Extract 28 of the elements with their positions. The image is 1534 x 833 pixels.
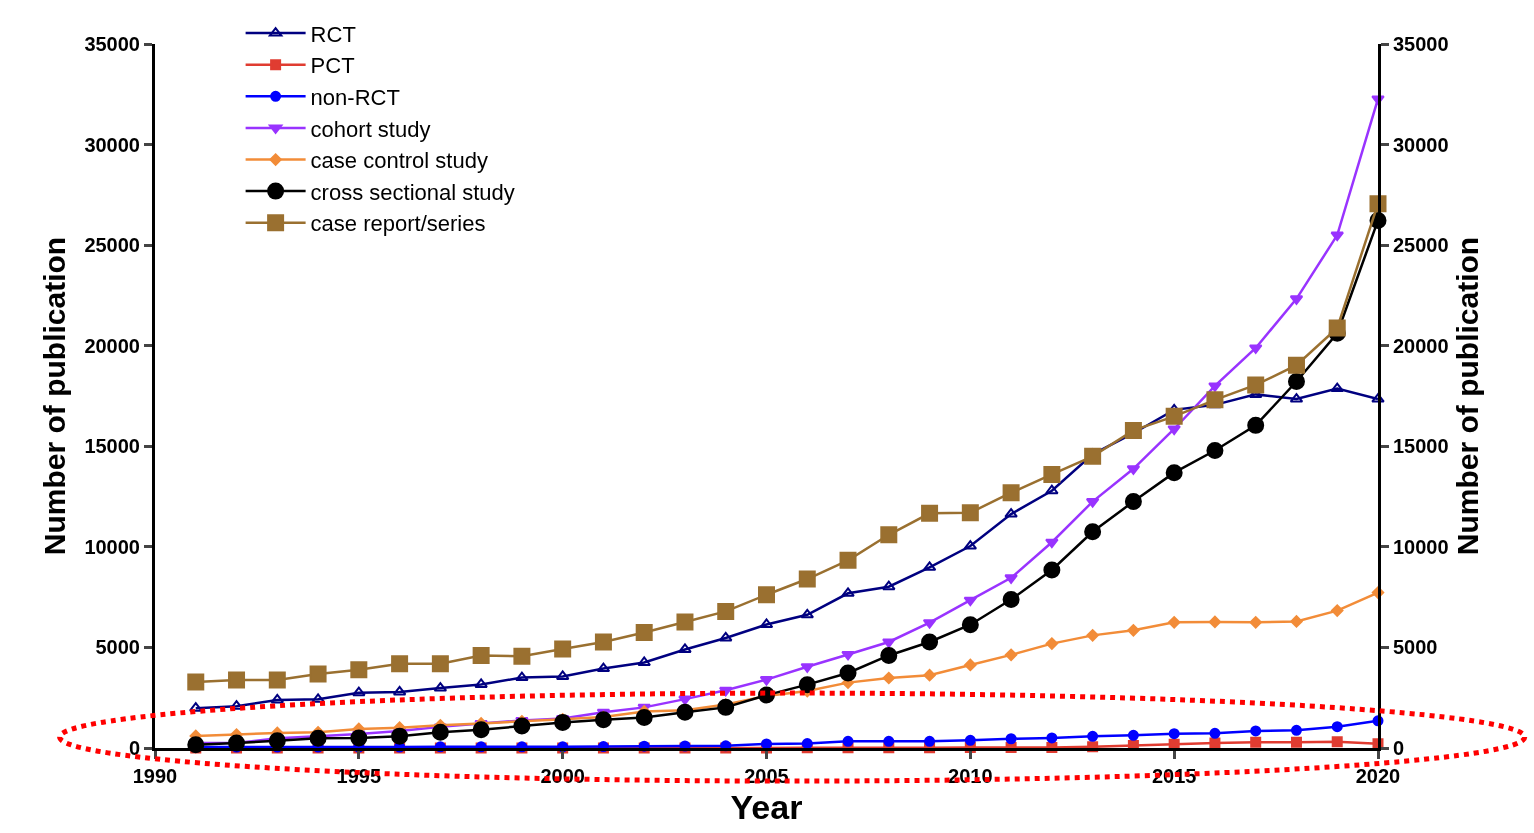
y2-tick-label: 0	[1393, 737, 1405, 759]
y-tick-label: 15000	[84, 435, 140, 458]
x-tick-label: 2020	[1355, 765, 1401, 787]
y2-axis-title: Number of publication	[1451, 236, 1485, 556]
y-tick-label: 35000	[84, 33, 140, 55]
y2-tick-label: 30000	[1393, 133, 1449, 156]
y-tick-label: 25000	[84, 234, 140, 257]
legend-label: non-RCT	[310, 84, 400, 110]
legend-label: PCT	[310, 53, 355, 79]
legend-label: case control study	[310, 148, 488, 174]
legend-label: cross sectional study	[310, 179, 515, 205]
y-tick-label: 30000	[84, 133, 140, 156]
y2-tick-label: 10000	[1393, 535, 1449, 558]
y-tick-label: 10000	[84, 535, 140, 558]
y-tick-label: 0	[128, 737, 140, 759]
x-axis-title: Year	[730, 788, 803, 827]
x-tick-label: 1990	[132, 765, 178, 787]
legend-label: cohort study	[310, 116, 431, 142]
y-axis-title: Number of publication	[38, 236, 72, 556]
legend-label: RCT	[310, 21, 356, 47]
y2-tick-label: 25000	[1393, 234, 1449, 257]
y-tick-label: 5000	[95, 636, 140, 659]
y2-tick-label: 15000	[1393, 435, 1449, 458]
y2-tick-label: 5000	[1393, 636, 1438, 659]
y2-tick-label: 35000	[1393, 33, 1449, 55]
y2-tick-label: 20000	[1393, 334, 1449, 357]
y-tick-label: 20000	[84, 334, 140, 357]
legend-label: case report/series	[310, 211, 486, 237]
